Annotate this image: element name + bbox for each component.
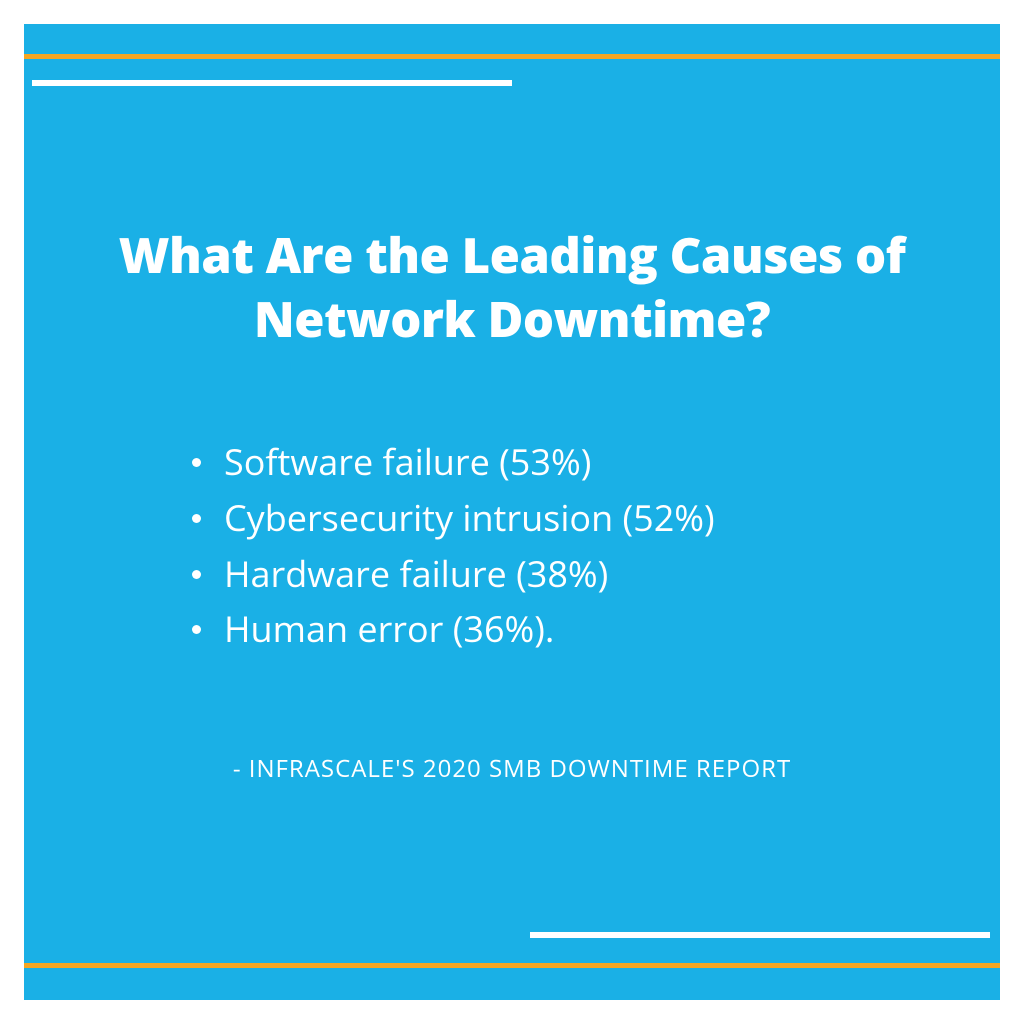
source-citation: - INFRASCALE'S 2020 SMB DOWNTIME REPORT	[154, 752, 870, 785]
main-title: What Are the Leading Causes of Network D…	[80, 224, 944, 351]
top-white-line	[32, 80, 512, 86]
top-orange-line	[24, 54, 1000, 59]
bottom-white-line	[530, 932, 990, 938]
list-item: Cybersecurity intrusion (52%)	[184, 490, 880, 546]
list-item: Software failure (53%)	[184, 434, 880, 490]
list-item: Hardware failure (38%)	[184, 546, 880, 602]
bottom-orange-line	[24, 963, 1000, 968]
infographic-card: What Are the Leading Causes of Network D…	[24, 24, 1000, 1000]
list-item: Human error (36%).	[184, 601, 880, 657]
causes-list: Software failure (53%) Cybersecurity int…	[184, 434, 880, 657]
